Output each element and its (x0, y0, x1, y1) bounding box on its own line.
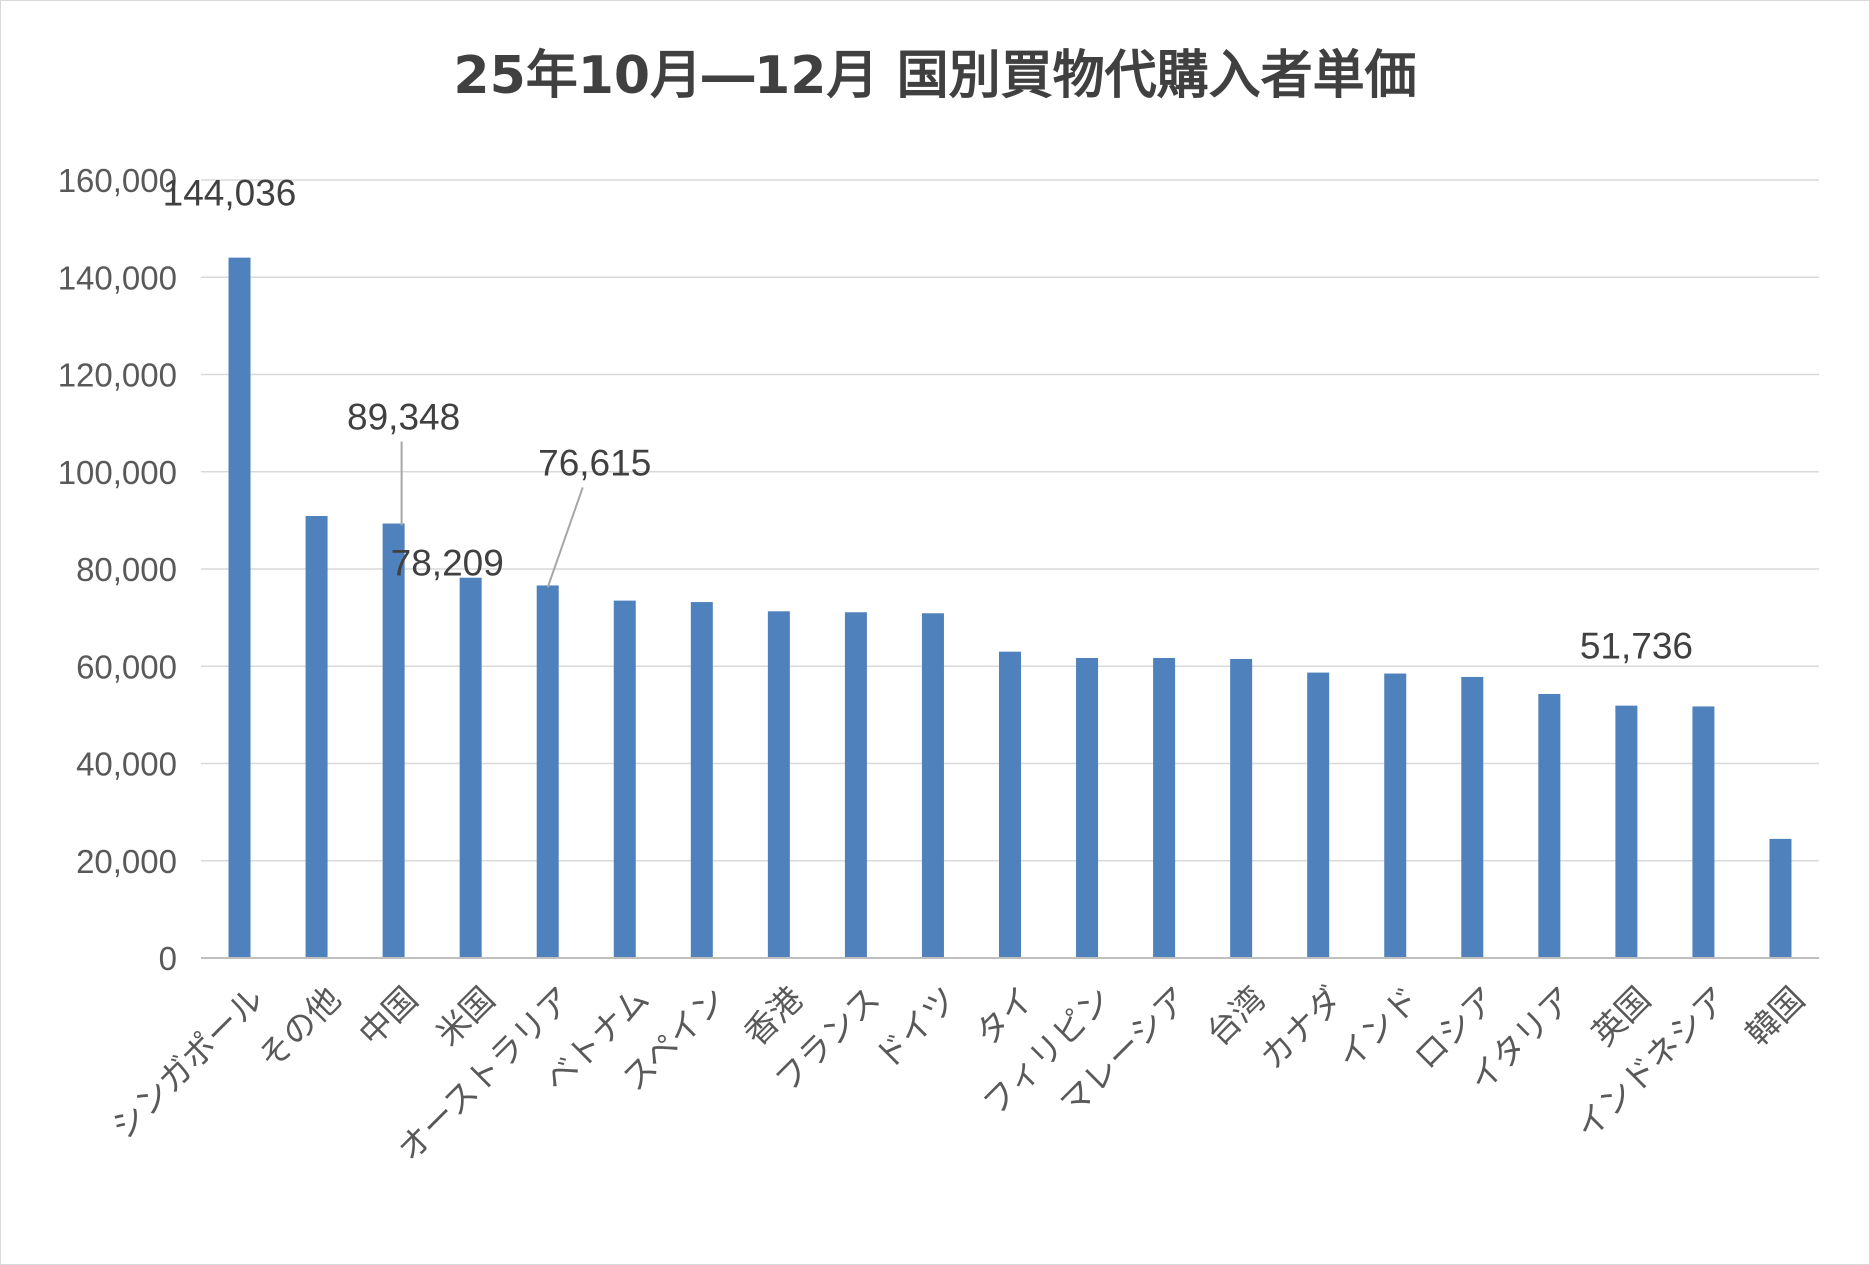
y-tick-label: 140,000 (58, 259, 177, 296)
bar (1615, 705, 1638, 958)
bar (1230, 658, 1253, 958)
bar (382, 523, 405, 958)
data-label: 76,615 (538, 442, 651, 483)
bar (1769, 838, 1792, 958)
bar (228, 257, 251, 958)
y-tick-label: 120,000 (58, 357, 177, 394)
y-tick-label: 60,000 (76, 648, 177, 685)
x-tick-label: 中国 (351, 979, 425, 1053)
data-label: 78,209 (391, 543, 504, 584)
bar (1076, 657, 1099, 958)
bar (1692, 706, 1715, 958)
leader-line (546, 487, 584, 588)
x-tick-label: その他 (251, 979, 349, 1077)
bar (613, 600, 636, 958)
bar (690, 602, 713, 958)
bar (536, 585, 559, 958)
x-tick-label: 韓国 (1738, 979, 1812, 1053)
data-label: 51,736 (1580, 625, 1693, 666)
y-tick-label: 0 (159, 940, 177, 977)
bar (1538, 693, 1561, 958)
x-tick-label: カナダ (1252, 979, 1350, 1077)
y-axis-tick-labels: 0 20,000 40,000 60,000 80,000 100,000 120,000 1… (58, 162, 177, 977)
bar (921, 613, 944, 958)
x-tick-label: ドイツ (867, 979, 965, 1077)
x-tick-label: シンガポール (104, 979, 272, 1147)
bar (844, 612, 867, 958)
y-tick-label: 40,000 (76, 746, 177, 783)
y-tick-label: 100,000 (58, 454, 177, 491)
bar (1461, 676, 1484, 958)
bar (305, 515, 328, 958)
chart-title: 25年10月―12月 国別買物代購入者単価 (453, 46, 1416, 106)
y-tick-label: 80,000 (76, 551, 177, 588)
bar (767, 611, 790, 958)
bar (1153, 657, 1176, 958)
data-label: 144,036 (163, 173, 297, 214)
data-label: 89,348 (347, 397, 460, 438)
bar (459, 577, 482, 958)
bar (1384, 673, 1407, 958)
data-labels: 144,036 89,348 78,209 76,615 51,736 (163, 173, 1693, 667)
bar (999, 651, 1021, 958)
x-tick-label: インド (1329, 979, 1427, 1077)
bar (1307, 672, 1330, 958)
bars (228, 257, 1792, 958)
y-tick-label: 20,000 (76, 843, 177, 880)
y-tick-label: 160,000 (58, 162, 177, 199)
